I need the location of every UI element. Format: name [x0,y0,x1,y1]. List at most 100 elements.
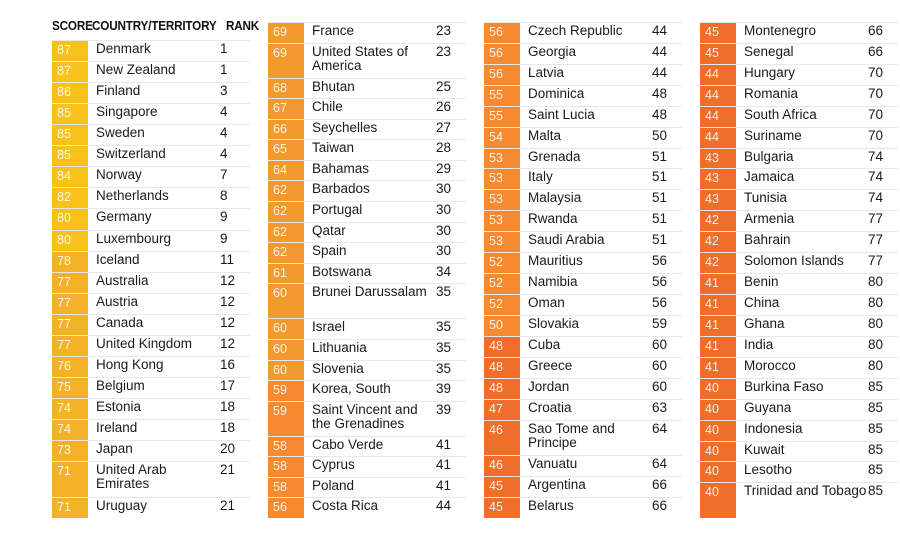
country-cell: Brunei Darussalam [312,284,427,300]
table-row: 86 Finland 3 [52,82,250,104]
score-cell: 87 [52,62,88,83]
rank-cell: 41 [436,436,452,452]
country-cell: Jamaica [744,169,795,185]
score-cell: 85 [52,125,88,146]
table-row: 85 Singapore 4 [52,103,250,125]
table-row: 41 China 80 [700,294,898,315]
score-cell: 55 [484,85,520,106]
country-cell: Solomon Islands [744,253,844,269]
country-cell: Lithuania [312,339,367,355]
rank-cell: 41 [436,457,452,473]
table-row: 69 United States of America 23 [268,42,466,78]
table-row: 74 Estonia 18 [52,397,250,420]
country-cell: Indonesia [744,420,803,436]
rank-cell: 85 [868,399,884,415]
rank-cell: 23 [436,43,452,59]
country-cell: Cyprus [312,457,355,473]
table-row: 41 Benin 80 [700,273,898,295]
country-cell: Suriname [744,127,802,143]
country-cell: Greece [528,357,573,373]
rank-cell: 85 [868,483,884,499]
rank-cell: 85 [868,378,884,394]
rank-cell: 60 [652,357,668,373]
table-row: 52 Namibia 56 [484,273,682,295]
table-row: 44 Romania 70 [700,84,898,106]
score-cell: 58 [268,477,304,498]
score-cell: 50 [484,315,520,336]
table-row: 87 Denmark 1 [52,40,250,62]
rank-cell: 18 [220,420,236,436]
rank-cell: 35 [436,339,452,355]
table-row: 60 Lithuania 35 [268,338,466,360]
rank-cell: 66 [868,43,884,59]
table-row: 42 Solomon Islands 77 [700,252,898,274]
score-cell: 45 [700,23,736,43]
country-cell: Sao Tome and Principe [528,420,615,450]
country-cell: Croatia [528,399,572,415]
table-row: 44 South Africa 70 [700,105,898,127]
country-cell: Luxembourg [96,230,172,246]
country-cell: Kuwait [744,441,785,457]
table-row: 64 Bahamas 29 [268,159,466,181]
score-cell: 45 [484,498,520,518]
rank-cell: 21 [220,462,236,478]
rank-cell: 77 [868,232,884,248]
score-cell: 48 [484,336,520,357]
country-cell: Guyana [744,399,792,415]
rank-cell: 3 [220,83,228,99]
country-cell: Jordan [528,378,570,394]
table-row: 52 Mauritius 56 [484,252,682,274]
table-row: 46 Vanuatu 64 [484,455,682,477]
score-cell: 74 [52,420,88,441]
country-cell: Cuba [528,336,561,352]
table-row: 44 Hungary 70 [700,63,898,85]
table-row: 78 Iceland 11 [52,250,250,272]
rank-cell: 27 [436,119,452,135]
score-cell: 41 [700,357,736,378]
country-cell: Burkina Faso [744,378,824,394]
country-cell: Finland [96,83,141,99]
country-cell: Belgium [96,377,145,393]
score-cell: 43 [700,169,736,190]
country-cell: Taiwan [312,140,355,156]
rank-cell: 80 [868,336,884,352]
country-cell: Austria [96,293,139,309]
rank-cell: 25 [436,78,452,94]
score-cell: 85 [52,146,88,167]
score-cell: 55 [484,106,520,127]
country-cell: Estonia [96,398,142,414]
score-cell: 56 [268,498,304,518]
score-cell: 42 [700,211,736,232]
score-cell: 77 [52,272,88,293]
table-row: 76 Hong Kong 16 [52,355,250,377]
score-cell: 43 [700,190,736,211]
rank-cell: 74 [868,190,884,206]
rank-cell: 30 [436,243,452,259]
rank-cell: 74 [868,169,884,185]
country-cell: Bahamas [312,160,370,176]
score-cell: 77 [52,293,88,314]
table-row: 55 Dominica 48 [484,84,682,106]
table-row: 56 Latvia 44 [484,63,682,85]
rank-cell: 77 [868,211,884,227]
rank-cell: 23 [436,23,452,38]
table-row: 56 Czech Republic 44 [484,22,682,43]
rank-cell: 9 [220,209,228,225]
score-cell: 59 [268,381,304,401]
rank-cell: 28 [436,140,452,156]
rank-cell: 11 [220,251,235,267]
rank-cell: 64 [652,456,668,472]
table-row: 40 Lesotho 85 [700,461,898,483]
country-cell: Netherlands [96,188,169,204]
country-cell: Singapore [96,104,158,120]
rank-cell: 44 [652,64,668,80]
country-cell: India [744,336,774,352]
country-cell: New Zealand [96,62,176,78]
score-cell: 78 [52,251,88,272]
rank-header: RANK [226,18,260,33]
score-cell: 41 [700,274,736,295]
score-cell: 52 [484,295,520,315]
rank-cell: 4 [220,125,228,141]
table-row: 62 Spain 30 [268,242,466,263]
score-cell: 73 [52,441,88,462]
